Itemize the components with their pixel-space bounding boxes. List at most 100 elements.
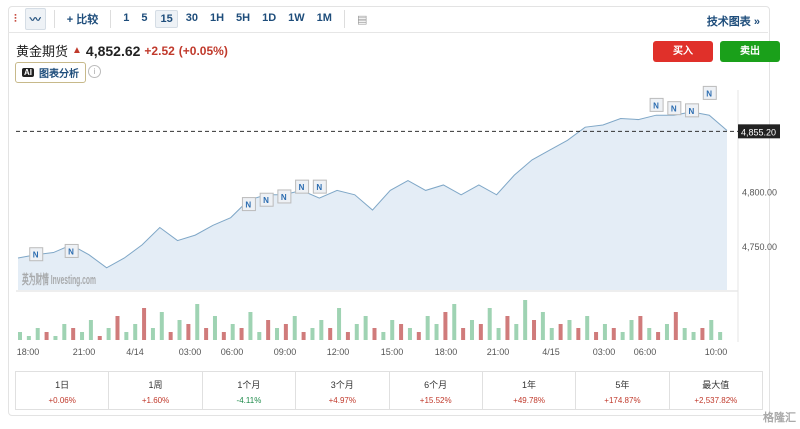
interval-30[interactable]: 30 <box>185 12 198 24</box>
volume-bar <box>212 316 217 340</box>
sell-button[interactable]: 卖出 <box>720 41 780 62</box>
y-tick-label: 4,800.00 <box>742 188 777 198</box>
news-marker-label: N <box>299 183 305 192</box>
volume-bar <box>407 328 412 340</box>
price-area <box>18 111 727 291</box>
volume-bar <box>620 332 625 340</box>
news-marker: N <box>64 243 79 258</box>
ai-chart-analysis-button[interactable]: AI 图表分析 <box>15 62 86 83</box>
period-change: +174.87% <box>604 396 641 405</box>
volume-bar <box>709 320 714 340</box>
volume-bar <box>62 324 67 340</box>
tech-chart-link[interactable]: 技术图表 » <box>706 16 760 28</box>
news-marker-box <box>312 179 327 194</box>
price-change-pct: (+0.05%) <box>178 43 228 58</box>
volume-bar <box>416 332 421 340</box>
period-change: +0.06% <box>48 396 76 405</box>
volume-bar <box>257 332 262 340</box>
news-marker-label: N <box>68 247 74 256</box>
news-marker: N <box>295 179 310 194</box>
x-tick-label: 15:00 <box>381 347 404 357</box>
news-marker-label: N <box>316 183 322 192</box>
period-change: +4.97% <box>328 396 356 405</box>
x-tick-label: 03:00 <box>179 347 202 357</box>
interval-1D[interactable]: 1D <box>262 12 277 24</box>
area-chart-icon[interactable]: 〰 <box>24 8 46 30</box>
volume-bar <box>195 304 200 340</box>
interval-1H[interactable]: 1H <box>209 12 225 24</box>
news-marker: N <box>649 97 664 112</box>
interval-5[interactable]: 5 <box>141 12 148 24</box>
volume-bar <box>44 332 49 340</box>
investing-watermark: 英为财情 Investing.com <box>21 272 96 287</box>
volume-bar <box>594 332 599 340</box>
buy-button[interactable]: 买入 <box>653 41 713 62</box>
news-marker-label: N <box>653 101 659 110</box>
news-marker-label: N <box>263 196 269 205</box>
x-tick-label: 10:00 <box>705 347 728 357</box>
info-icon[interactable]: i <box>88 65 101 78</box>
performance-cell[interactable]: 最大值 +2,537.82% <box>670 372 762 409</box>
volume-bar <box>390 320 395 340</box>
volume-bar <box>266 320 271 340</box>
performance-cell[interactable]: 1个月 -4.11% <box>203 372 297 409</box>
corner-watermark: 格隆汇 <box>763 412 796 424</box>
toolbar: ⫶ 〰 + 比较 1 5 15 30 1H 5H 1D 1W 1M ▤ 技术图表 » <box>8 6 768 33</box>
performance-cell[interactable]: 5年 +174.87% <box>576 372 670 409</box>
news-marker: N <box>685 103 700 118</box>
volume-bar <box>88 320 93 340</box>
candlestick-icon[interactable]: ⫶ <box>14 12 17 25</box>
volume-bar <box>514 324 519 340</box>
x-tick-label: 03:00 <box>593 347 616 357</box>
compare-button[interactable]: + 比较 <box>66 14 99 26</box>
volume-bar <box>496 328 501 340</box>
volume-bar <box>53 336 58 340</box>
interval-1[interactable]: 1 <box>123 12 130 24</box>
volume-bar <box>372 328 377 340</box>
x-tick-label: 12:00 <box>327 347 350 357</box>
volume-bar <box>150 328 155 340</box>
volume-bar <box>664 324 669 340</box>
volume-bar <box>106 328 111 340</box>
volume-bar <box>328 328 333 340</box>
news-marker: N <box>667 101 682 116</box>
volume-bar <box>434 324 439 340</box>
volume-bar <box>656 332 661 340</box>
divider <box>53 10 55 28</box>
volume-bar <box>576 328 581 340</box>
volume-bar <box>18 332 22 340</box>
divider <box>343 10 345 28</box>
news-marker-label: N <box>706 89 712 98</box>
volume-bar <box>204 328 209 340</box>
performance-cell[interactable]: 1周 +1.60% <box>109 372 203 409</box>
volume-bar <box>124 332 129 340</box>
last-price: 4,852.62 <box>85 42 141 59</box>
news-marker-box <box>259 192 274 207</box>
price-chart[interactable]: 4,750.00 4,800.00 4,855.20 英为财情 Investing.c… <box>0 0 800 370</box>
interval-5H[interactable]: 5H <box>236 12 251 24</box>
performance-cell[interactable]: 1年 +49.78% <box>483 372 577 409</box>
interval-group: 1 5 15 30 1H 5H 1D 1W 1M <box>117 10 338 28</box>
volume-bar <box>399 324 404 340</box>
interval-15[interactable]: 15 <box>155 10 178 28</box>
volume-bar <box>567 320 572 340</box>
x-tick-label: 18:00 <box>17 347 40 357</box>
volume-bar <box>168 332 173 340</box>
performance-cell[interactable]: 6个月 +15.52% <box>390 372 483 409</box>
interval-1M[interactable]: 1M <box>316 12 332 24</box>
performance-cell[interactable]: 1日 +0.06% <box>16 372 110 409</box>
table-icon[interactable]: ▤ <box>356 13 368 26</box>
period-label: 1周 <box>148 380 163 390</box>
volume-bar <box>700 328 705 340</box>
interval-1W[interactable]: 1W <box>288 12 305 24</box>
volume-bar <box>691 332 696 340</box>
performance-cell[interactable]: 3个月 +4.97% <box>296 372 390 409</box>
period-label: 1个月 <box>237 380 261 390</box>
volume-bar <box>523 300 528 340</box>
volume-bar <box>230 324 235 340</box>
volume-bar <box>301 332 306 340</box>
news-marker-box <box>29 247 44 262</box>
volume-bar <box>452 304 457 340</box>
news-marker: N <box>702 85 717 100</box>
news-marker-box <box>702 85 717 100</box>
